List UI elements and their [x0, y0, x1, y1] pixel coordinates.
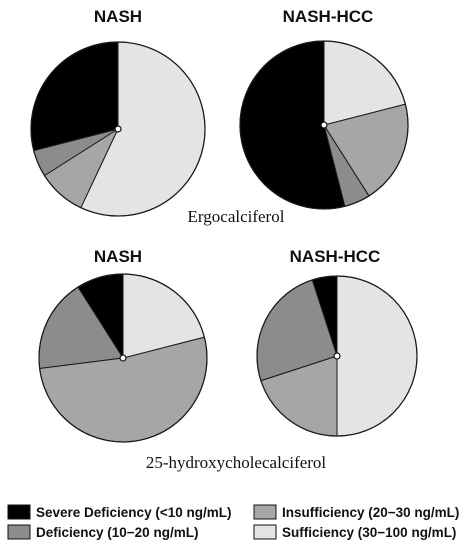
- pie-title-ergo-nash: NASH: [94, 7, 142, 26]
- pie-center-dot: [114, 125, 122, 133]
- pie-title-25oh-nash-hcc: NASH-HCC: [290, 247, 381, 266]
- pie-slice-sufficiency: [336, 275, 418, 437]
- legend-label-deficiency: Deficiency (10−20 ng/mL): [36, 525, 198, 540]
- pie-25oh-nash-hcc: [256, 275, 418, 437]
- pie-title-ergo-nash-hcc: NASH-HCC: [283, 7, 374, 26]
- pie-ergo-nash: [30, 41, 206, 217]
- legend-swatch-sufficiency: [253, 524, 277, 540]
- legend-swatch-insufficiency: [253, 504, 277, 520]
- pie-center-dot: [320, 121, 328, 129]
- pie-outline: [256, 275, 418, 437]
- legend: Severe Deficiency (<10 ng/mL) Insufficie…: [7, 504, 459, 540]
- legend-label-insufficiency: Insufficiency (20−30 ng/mL): [282, 505, 459, 520]
- pie-ergo-nash-hcc: [239, 40, 409, 210]
- pie-outline: [38, 273, 208, 443]
- pie-25oh-nash: [38, 273, 208, 443]
- legend-swatch-severe-deficiency: [7, 504, 31, 520]
- pie-outline: [239, 40, 409, 210]
- legend-label-sufficiency: Sufficiency (30−100 ng/mL): [282, 525, 456, 540]
- pie-center-dot: [119, 354, 127, 362]
- pie-outline: [30, 41, 206, 217]
- legend-label-severe-deficiency: Severe Deficiency (<10 ng/mL): [36, 505, 231, 520]
- pie-title-25oh-nash: NASH: [94, 247, 142, 266]
- legend-swatch-deficiency: [7, 524, 31, 540]
- caption-25-hydroxycholecalciferol: 25-hydroxycholecalciferol: [146, 453, 327, 472]
- pie-center-dot: [333, 352, 341, 360]
- caption-ergocalciferol: Ergocalciferol: [188, 207, 285, 226]
